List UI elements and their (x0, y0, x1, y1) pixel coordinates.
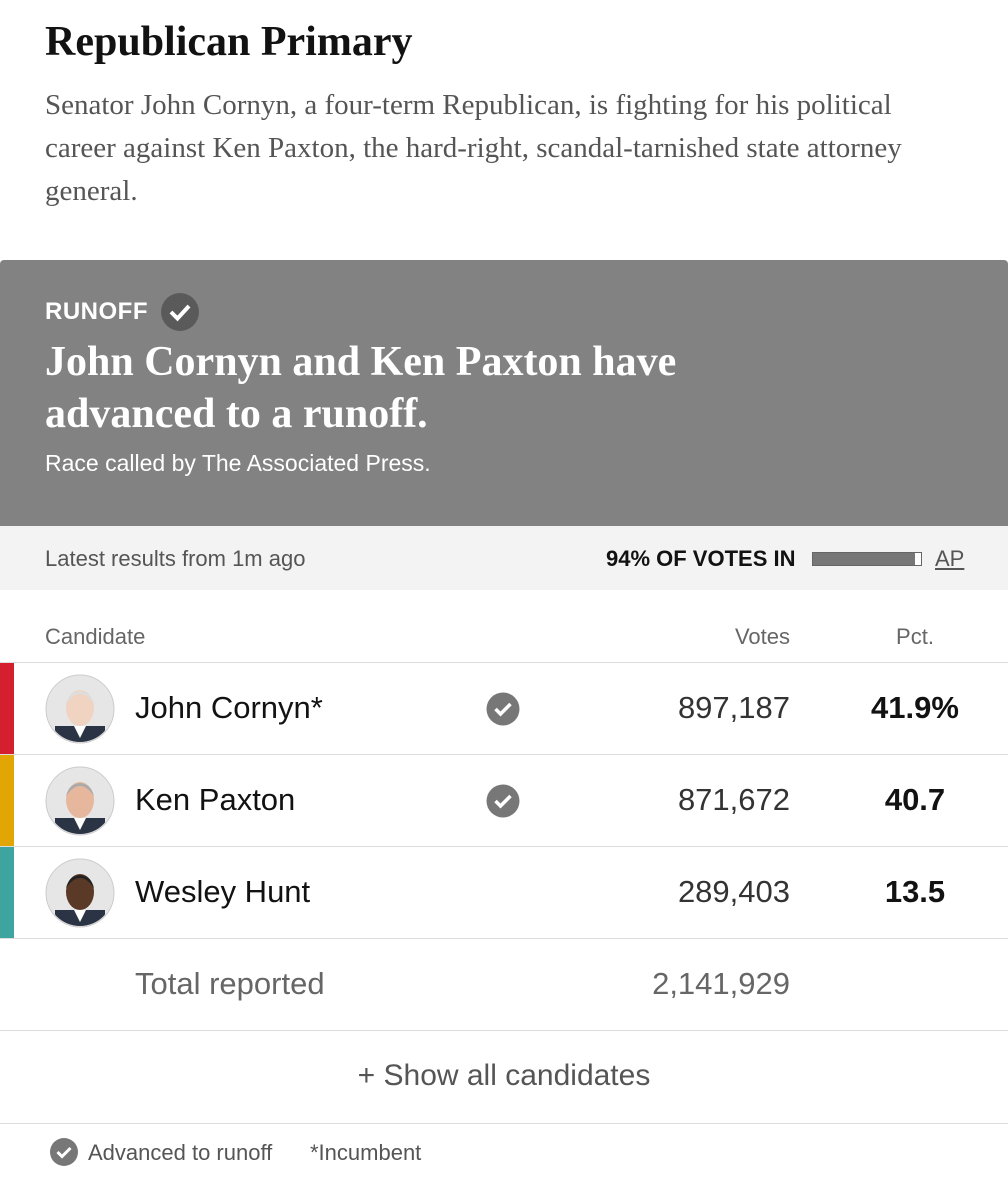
title: Republican Primary (45, 19, 413, 65)
column-header: Candidate (45, 624, 146, 649)
show-all-button[interactable]: + Show all candidates (0, 1030, 1008, 1124)
votes: 897,187 (677, 690, 790, 725)
party-color (0, 847, 14, 938)
candidate-photo (45, 766, 115, 836)
progress-bar (812, 552, 922, 566)
percent: 40.7 (884, 782, 946, 817)
candidate-name: John Cornyn* (135, 690, 323, 725)
candidate-row: Ken Paxton 871,672 40.7 (0, 754, 1008, 846)
progress-fill (813, 553, 915, 565)
column-header: Pct. (896, 624, 934, 649)
candidate-photo (45, 858, 115, 928)
party-color (0, 755, 14, 846)
candidate-name: Wesley Hunt (135, 874, 311, 909)
total-row: Total reported 2,141,929 (0, 938, 1008, 1030)
legend-incumbent: *Incumbent (310, 1140, 422, 1165)
candidate-row: Wesley Hunt 289,403 13.5 (0, 846, 1008, 938)
candidate-row: John Cornyn* 897,187 41.9% (0, 662, 1008, 754)
banner-label: RUNOFF (45, 298, 148, 325)
candidate-photo (45, 674, 115, 744)
total-votes: 2,141,929 (652, 966, 790, 1001)
reporting: 94% OF VOTES IN (606, 546, 796, 571)
advanced-icon (486, 692, 520, 726)
source-link[interactable]: AP (935, 546, 965, 571)
total-label: Total reported (135, 966, 325, 1001)
candidate-name: Ken Paxton (135, 782, 296, 817)
party-color (0, 663, 14, 754)
legend-advanced: Advanced to runoff (88, 1140, 273, 1165)
check-icon (50, 1138, 78, 1166)
check-icon (161, 293, 199, 331)
percent: 13.5 (884, 874, 946, 909)
banner: RUNOFF John Cornyn and Ken Paxton have a… (0, 260, 1008, 526)
banner-source: Race called by The Associated Press. (45, 450, 431, 476)
banner-headline: John Cornyn and Ken Paxton have advanced… (45, 339, 677, 437)
column-header: Votes (734, 624, 790, 649)
description: Senator John Cornyn, a four-term Republi… (45, 89, 902, 207)
status-bar: Latest results from 1m ago 94% OF VOTES … (0, 526, 1008, 590)
advanced-icon (486, 784, 520, 818)
votes: 289,403 (677, 874, 790, 909)
updated: Latest results from 1m ago (45, 546, 306, 571)
percent: 41.9% (871, 690, 959, 725)
votes: 871,672 (677, 782, 790, 817)
